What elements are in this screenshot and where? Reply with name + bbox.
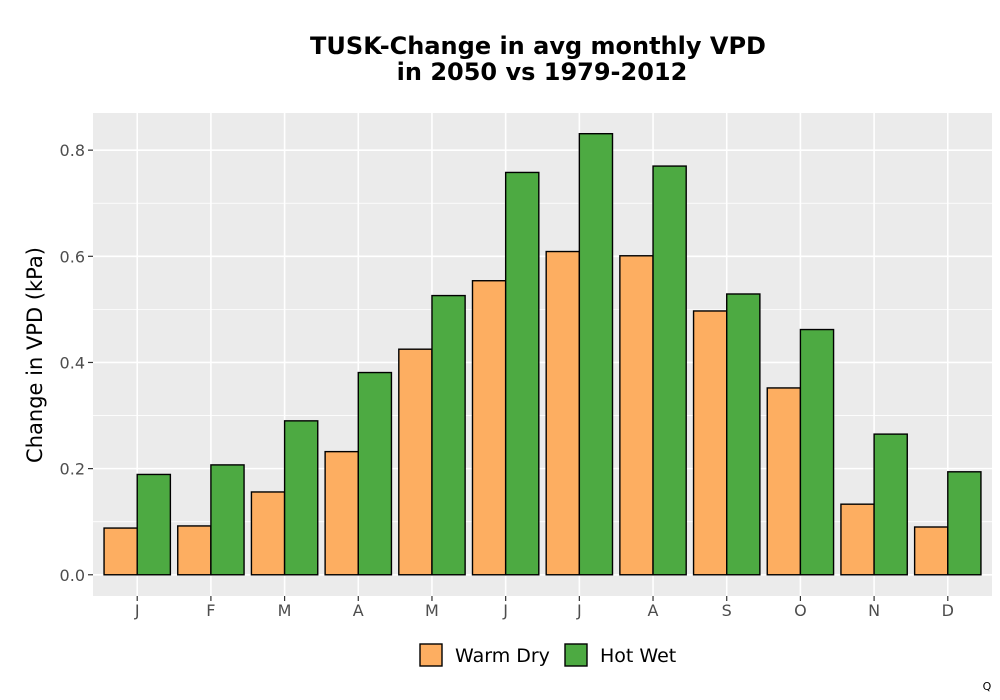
bar-warm-dry [840,503,875,576]
legend-label: Hot Wet [600,645,676,667]
y-tick-label: 0.0 [60,566,85,585]
y-tick-label: 0.6 [60,247,85,266]
y-tick-label: 0.2 [60,460,85,479]
x-tick-label: J [576,601,582,620]
x-tick-label: M [278,601,292,620]
x-tick-label: O [794,601,807,620]
bar-hot-wet [136,473,172,576]
bar-warm-dry [250,491,286,576]
chart-title-line-1: TUSK-Change in avg monthly VPD [310,32,766,60]
bar-hot-wet [726,293,761,576]
legend-label: Warm Dry [455,645,550,667]
y-axis-title: Change in VPD (kPa) [23,247,47,463]
bar-hot-wet [652,165,687,576]
bar-warm-dry [471,280,507,576]
bar-hot-wet [799,328,835,576]
bar-hot-wet [504,171,540,576]
legend-swatch [564,643,588,667]
bar-warm-dry [692,310,728,576]
y-tick-label: 0.8 [60,141,85,160]
bar-hot-wet [283,420,319,576]
x-tick-label: F [206,601,215,620]
bar-hot-wet [357,371,393,576]
bar-warm-dry [766,387,802,576]
legend: Warm Dry Hot Wet [419,643,676,667]
bar-warm-dry [324,450,359,576]
bar-hot-wet [578,132,614,576]
corner-label: Q [983,680,992,693]
bar-warm-dry [398,348,433,576]
bar-warm-dry [545,250,581,576]
x-tick-label: M [425,601,439,620]
x-tick-label: A [648,601,659,620]
legend-swatch [419,643,443,667]
bar-hot-wet [873,433,908,576]
y-axis: 0.0 0.2 0.4 0.6 0.8 [60,141,93,585]
bar-warm-dry [177,525,212,576]
x-tick-label: J [134,601,140,620]
x-tick-label: A [353,601,364,620]
bar-warm-dry [619,255,654,576]
chart-title-line-2: in 2050 vs 1979-2012 [397,58,688,86]
y-tick-label: 0.4 [60,353,85,372]
x-tick-label: S [722,601,732,620]
bar-hot-wet [947,471,982,576]
bars [103,132,982,576]
x-tick-label: D [942,601,954,620]
bar-warm-dry [913,526,949,576]
x-tick-label: J [502,601,508,620]
bar-warm-dry [103,527,138,576]
x-tick-label: N [868,601,880,620]
bar-hot-wet [210,464,245,576]
bar-hot-wet [431,294,466,576]
